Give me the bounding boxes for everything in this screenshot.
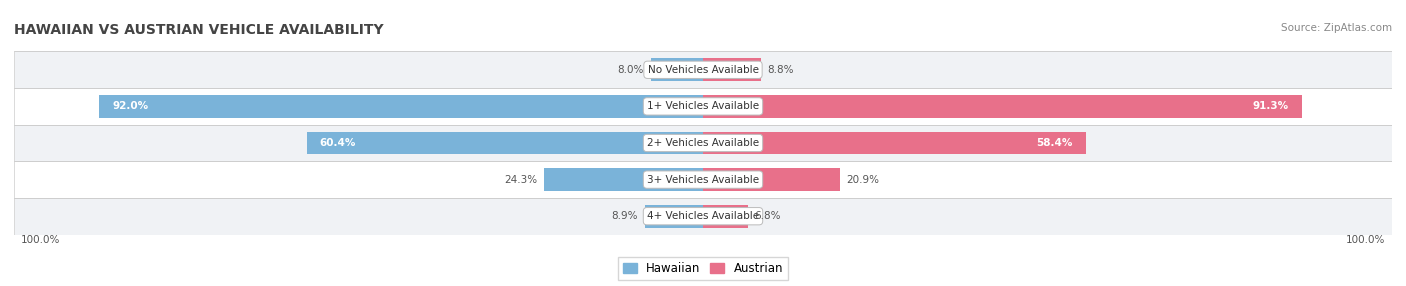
Text: 8.0%: 8.0% — [617, 65, 644, 75]
FancyBboxPatch shape — [14, 125, 1392, 161]
Bar — [703, 95, 1302, 118]
Bar — [703, 205, 748, 228]
Bar — [544, 168, 703, 191]
Legend: Hawaiian, Austrian: Hawaiian, Austrian — [619, 257, 787, 280]
Bar — [307, 132, 703, 154]
FancyBboxPatch shape — [14, 161, 1392, 198]
Bar — [703, 132, 1087, 154]
Text: 1+ Vehicles Available: 1+ Vehicles Available — [647, 102, 759, 111]
Text: 24.3%: 24.3% — [503, 175, 537, 184]
Text: HAWAIIAN VS AUSTRIAN VEHICLE AVAILABILITY: HAWAIIAN VS AUSTRIAN VEHICLE AVAILABILIT… — [14, 23, 384, 37]
Bar — [644, 205, 703, 228]
Text: 20.9%: 20.9% — [846, 175, 880, 184]
Text: 92.0%: 92.0% — [112, 102, 149, 111]
Text: 3+ Vehicles Available: 3+ Vehicles Available — [647, 175, 759, 184]
Text: 8.9%: 8.9% — [612, 211, 638, 221]
Text: 100.0%: 100.0% — [21, 235, 60, 245]
FancyBboxPatch shape — [14, 51, 1392, 88]
Text: 8.8%: 8.8% — [768, 65, 794, 75]
Text: 2+ Vehicles Available: 2+ Vehicles Available — [647, 138, 759, 148]
Bar — [703, 168, 841, 191]
Text: 4+ Vehicles Available: 4+ Vehicles Available — [647, 211, 759, 221]
FancyBboxPatch shape — [14, 88, 1392, 125]
Bar — [100, 95, 703, 118]
Text: No Vehicles Available: No Vehicles Available — [648, 65, 758, 75]
FancyBboxPatch shape — [14, 198, 1392, 235]
Bar — [703, 58, 761, 81]
Text: 60.4%: 60.4% — [319, 138, 356, 148]
Text: Source: ZipAtlas.com: Source: ZipAtlas.com — [1281, 23, 1392, 33]
Text: 58.4%: 58.4% — [1036, 138, 1073, 148]
Bar — [651, 58, 703, 81]
Text: 100.0%: 100.0% — [1346, 235, 1385, 245]
Text: 91.3%: 91.3% — [1253, 102, 1289, 111]
Text: 6.8%: 6.8% — [754, 211, 780, 221]
